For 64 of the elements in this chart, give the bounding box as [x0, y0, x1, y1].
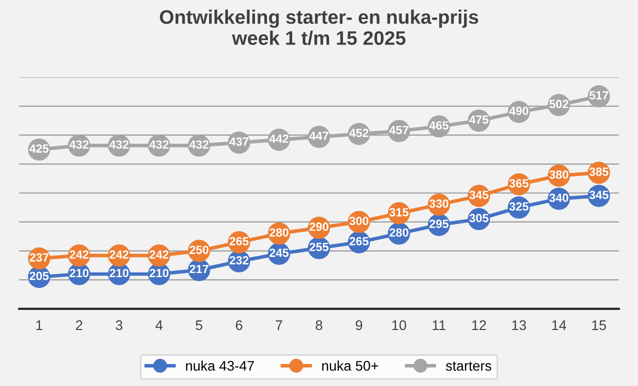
x-tick-label: 9	[356, 320, 362, 330]
x-tick-label: 12	[472, 320, 486, 330]
data-label: 205	[30, 272, 49, 280]
data-label: 325	[509, 202, 528, 211]
x-tick-label: 3	[116, 320, 122, 330]
data-label: 432	[109, 140, 128, 149]
data-label: 475	[469, 116, 488, 124]
data-label: 345	[589, 190, 608, 200]
chart-title: Ontwikkeling starter- en nuka-prijs week 1 t/m 15 2025	[160, 10, 478, 46]
data-label: 232	[230, 256, 248, 265]
data-label: 255	[310, 242, 329, 252]
x-tick-label: 7	[276, 320, 282, 330]
data-label: 237	[30, 253, 48, 262]
data-label: 465	[429, 121, 448, 130]
x-tick-label: 8	[316, 320, 322, 330]
data-label: 432	[149, 140, 168, 149]
data-label: 265	[350, 237, 368, 246]
data-label: 330	[429, 199, 448, 208]
data-label: 242	[150, 250, 168, 259]
legend-label: nuka 50+	[322, 360, 378, 371]
data-label: 210	[70, 268, 88, 278]
data-label: 242	[110, 250, 128, 259]
x-tick-label: 11	[432, 320, 446, 330]
data-label: 517	[589, 91, 608, 100]
data-label: 210	[110, 268, 128, 278]
data-label: 242	[70, 250, 88, 259]
data-label: 210	[150, 268, 168, 278]
x-tick-label: 5	[196, 320, 202, 330]
data-label: 380	[549, 170, 568, 179]
x-tick-label: 10	[392, 320, 406, 330]
data-label: 365	[509, 179, 528, 188]
data-label: 457	[389, 126, 408, 134]
data-label: 425	[29, 144, 49, 153]
x-tick-label: 13	[512, 320, 526, 330]
data-label: 502	[549, 100, 568, 108]
data-label: 340	[549, 194, 568, 202]
data-label: 385	[589, 168, 608, 176]
data-label: 437	[229, 137, 248, 146]
data-label: 432	[189, 140, 208, 149]
x-tick-label: 1	[36, 320, 42, 330]
data-label: 315	[389, 208, 408, 216]
data-label: 442	[269, 134, 288, 143]
data-label: 290	[310, 222, 328, 231]
data-label: 432	[69, 140, 88, 149]
data-label: 295	[430, 220, 448, 228]
x-tick-label: 2	[76, 320, 82, 330]
legend-label: starters	[446, 362, 492, 371]
data-label: 305	[469, 214, 488, 222]
legend-label: nuka 43-47	[186, 360, 254, 371]
data-label: 250	[190, 246, 208, 254]
data-label: 447	[309, 132, 328, 140]
x-tick-label: 15	[592, 320, 606, 330]
data-label: 300	[349, 216, 368, 226]
x-tick-label: 4	[156, 320, 163, 330]
data-label: 245	[270, 248, 289, 257]
data-label: 217	[190, 264, 208, 274]
x-tick-label: 14	[552, 320, 566, 330]
data-label: 280	[270, 228, 288, 237]
x-tick-label: 6	[236, 320, 242, 330]
data-label: 452	[349, 128, 368, 138]
data-label: 280	[390, 228, 408, 237]
data-label: 345	[469, 190, 488, 200]
data-label: 265	[230, 237, 249, 246]
data-label: 490	[509, 106, 528, 116]
